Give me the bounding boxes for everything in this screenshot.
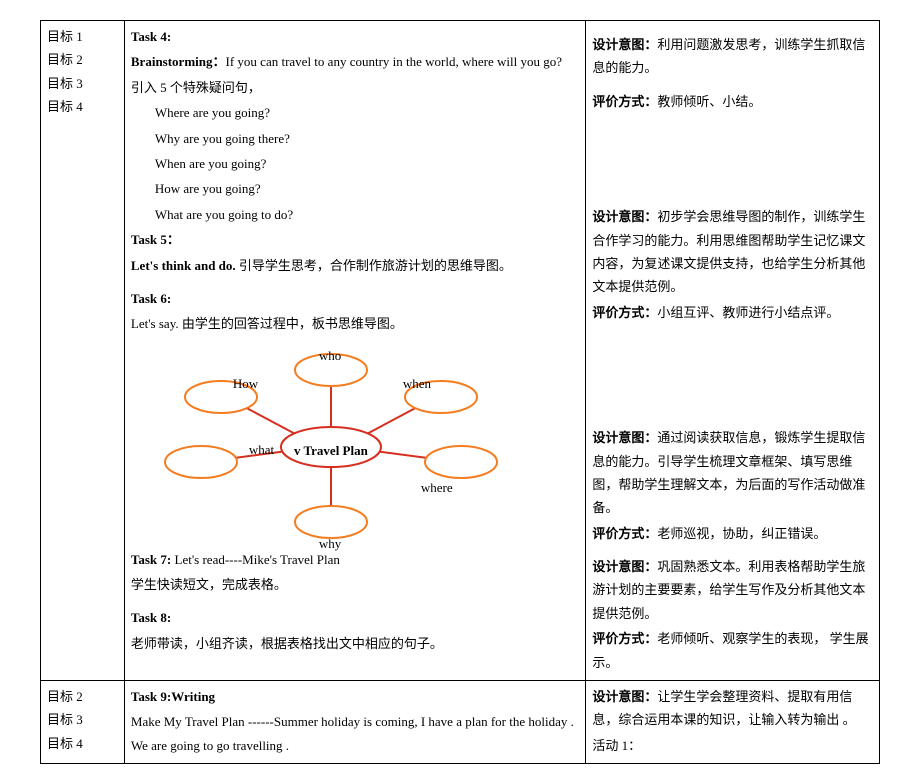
task7-line: Task 7: Let's read----Mike's Travel Plan: [131, 548, 579, 571]
note-label: 设计意图：: [592, 37, 657, 52]
mindmap-diagram: v Travel Plan who when where why what Ho…: [141, 342, 521, 542]
task7-text: Let's read----Mike's Travel Plan: [175, 552, 340, 567]
note-block: 设计意图：让学生学会整理资料、提取有用信息，综合运用本课的知识，让输入转为输出 …: [592, 685, 873, 732]
note-text: 小组互评、教师进行小结点评。: [657, 305, 839, 320]
task5-line: Let's think and do. 引导学生思考，合作制作旅游计划的思维导图…: [131, 254, 579, 277]
note-label: 设计意图：: [592, 559, 657, 574]
goal-item: 目标 4: [47, 95, 118, 118]
goals-cell: 目标 2 目标 3 目标 4: [41, 681, 125, 764]
mindmap-where: where: [421, 476, 453, 499]
note-block: 活动 1：: [592, 734, 873, 757]
note-label: 评价方式：: [592, 305, 657, 320]
mindmap-when: when: [403, 372, 431, 395]
task4-q2: Why are you going there?: [131, 127, 579, 150]
note-label: 评价方式：: [592, 526, 657, 541]
mindmap-why: why: [319, 532, 341, 555]
note-block: 评价方式：教师倾听、小结。: [592, 90, 873, 113]
lesson-plan-table: 目标 1 目标 2 目标 3 目标 4 Task 4: Brainstormin…: [40, 20, 880, 764]
goal-item: 目标 3: [47, 708, 118, 731]
note-block: 评价方式：老师巡视，协助，纠正错误。: [592, 522, 873, 545]
note-block: 设计意图：初步学会思维导图的制作，训练学生合作学习的能力。利用思维图帮助学生记忆…: [592, 205, 873, 299]
note-label: 设计意图：: [592, 430, 657, 445]
task7-line2: 学生快读短文，完成表格。: [131, 573, 579, 596]
task9-text: Make My Travel Plan ------Summer holiday…: [131, 710, 579, 757]
goal-item: 目标 2: [47, 48, 118, 71]
goal-item: 目标 4: [47, 732, 118, 755]
note-block: 评价方式：小组互评、教师进行小结点评。: [592, 301, 873, 324]
task4-q4: How are you going?: [131, 177, 579, 200]
notes-cell: 设计意图：利用问题激发思考，训练学生抓取信息的能力。 评价方式：教师倾听、小结。…: [586, 21, 880, 681]
task8-text: 老师带读，小组齐读，根据表格找出文中相应的句子。: [131, 632, 579, 655]
task4-brainstorm: Brainstorming：If you can travel to any c…: [131, 50, 579, 73]
task4-q3: When are you going?: [131, 152, 579, 175]
task5-bold: Let's think and do.: [131, 258, 239, 273]
goal-item: 目标 2: [47, 685, 118, 708]
task5-text: 引导学生思考，合作制作旅游计划的思维导图。: [239, 258, 512, 273]
mindmap-what: what: [249, 438, 274, 461]
activities-cell: Task 9:Writing Make My Travel Plan -----…: [124, 681, 585, 764]
task7-bold: Task 7:: [131, 552, 175, 567]
note-label: 评价方式：: [592, 94, 657, 109]
task6-text: Let's say. 由学生的回答过程中，板书思维导图。: [131, 312, 579, 335]
task4-title: Task 4:: [131, 25, 579, 48]
task6-title: Task 6:: [131, 287, 579, 310]
mindmap-center: v Travel Plan: [289, 439, 373, 462]
goal-item: 目标 3: [47, 72, 118, 95]
mindmap-how: How: [233, 372, 258, 395]
task5-title: Task 5：: [131, 228, 579, 251]
task4-lead: 引入 5 个特殊疑问句，: [131, 76, 579, 99]
task4-q5: What are you going to do?: [131, 203, 579, 226]
notes-cell: 设计意图：让学生学会整理资料、提取有用信息，综合运用本课的知识，让输入转为输出 …: [586, 681, 880, 764]
note-block: 设计意图：通过阅读获取信息，锻炼学生提取信息的能力。引导学生梳理文章框架、填写思…: [592, 426, 873, 520]
activities-cell: Task 4: Brainstorming：If you can travel …: [124, 21, 585, 681]
note-label: 设计意图：: [592, 209, 657, 224]
note-text: 老师巡视，协助，纠正错误。: [657, 526, 826, 541]
table-row: 目标 1 目标 2 目标 3 目标 4 Task 4: Brainstormin…: [41, 21, 880, 681]
note-label: 评价方式：: [592, 631, 657, 646]
note-text: 教师倾听、小结。: [657, 94, 761, 109]
mindmap-who: who: [319, 344, 341, 367]
note-block: 设计意图：巩固熟悉文本。利用表格帮助学生旅游计划的主要要素，给学生写作及分析其他…: [592, 555, 873, 625]
table-row: 目标 2 目标 3 目标 4 Task 9:Writing Make My Tr…: [41, 681, 880, 764]
brainstorm-text: If you can travel to any country in the …: [226, 54, 562, 69]
note-label: 设计意图：: [592, 689, 657, 704]
brainstorm-label: Brainstorming：: [131, 54, 226, 69]
note-block: 设计意图：利用问题激发思考，训练学生抓取信息的能力。: [592, 33, 873, 80]
task8-title: Task 8:: [131, 606, 579, 629]
goal-item: 目标 1: [47, 25, 118, 48]
goals-cell: 目标 1 目标 2 目标 3 目标 4: [41, 21, 125, 681]
task9-title: Task 9:Writing: [131, 685, 579, 708]
task4-q1: Where are you going?: [131, 101, 579, 124]
